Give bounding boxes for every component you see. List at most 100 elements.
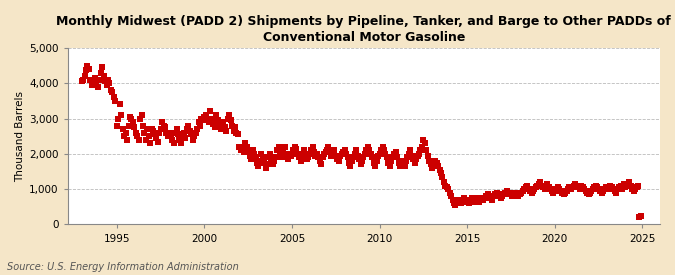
Point	[595, 189, 605, 193]
Point	[393, 161, 404, 165]
Point	[524, 189, 535, 193]
Point	[123, 123, 134, 128]
Point	[183, 123, 194, 128]
Point	[271, 155, 281, 160]
Point	[443, 187, 454, 191]
Point	[409, 161, 420, 165]
Point	[336, 152, 347, 156]
Point	[356, 159, 367, 163]
Point	[330, 153, 341, 158]
Point	[435, 171, 446, 175]
Point	[130, 130, 141, 135]
Point	[320, 150, 331, 154]
Point	[560, 191, 570, 195]
Point	[519, 187, 530, 191]
Point	[503, 192, 514, 197]
Point	[548, 191, 559, 195]
Point	[82, 64, 93, 68]
Point	[84, 67, 95, 71]
Point	[246, 157, 256, 161]
Point	[173, 132, 184, 137]
Point	[187, 138, 198, 142]
Point	[453, 197, 464, 202]
Title: Monthly Midwest (PADD 2) Shipments by Pipeline, Tanker, and Barge to Other PADDs: Monthly Midwest (PADD 2) Shipments by Pi…	[57, 15, 671, 44]
Point	[109, 95, 119, 100]
Point	[354, 157, 364, 161]
Point	[491, 191, 502, 195]
Point	[311, 152, 322, 156]
Point	[335, 153, 346, 158]
Point	[597, 189, 608, 193]
Point	[158, 123, 169, 128]
Point	[444, 191, 455, 195]
Point	[522, 183, 533, 188]
Point	[132, 134, 142, 138]
Point	[218, 120, 229, 124]
Point	[539, 187, 550, 191]
Point	[523, 187, 534, 191]
Point	[500, 191, 511, 195]
Point	[290, 145, 300, 149]
Point	[350, 152, 360, 156]
Point	[605, 183, 616, 188]
Point	[364, 148, 375, 153]
Point	[625, 183, 636, 188]
Point	[603, 185, 614, 189]
Point	[151, 136, 161, 140]
Point	[79, 74, 90, 78]
Point	[76, 79, 87, 84]
Point	[552, 185, 563, 189]
Point	[506, 192, 516, 197]
Point	[155, 127, 166, 131]
Point	[91, 81, 102, 86]
Point	[136, 113, 147, 117]
Point	[570, 182, 580, 186]
Point	[472, 197, 483, 202]
Point	[189, 134, 200, 138]
Point	[592, 185, 603, 189]
Point	[86, 83, 97, 87]
Point	[247, 148, 258, 153]
Point	[554, 187, 565, 191]
Point	[433, 164, 443, 168]
Point	[371, 159, 382, 163]
Point	[145, 141, 156, 145]
Point	[327, 152, 338, 156]
Point	[412, 153, 423, 158]
Point	[85, 78, 96, 82]
Point	[528, 189, 539, 193]
Point	[562, 187, 573, 191]
Point	[319, 152, 329, 156]
Point	[577, 185, 588, 189]
Point	[606, 185, 617, 189]
Point	[259, 161, 270, 165]
Point	[369, 161, 379, 165]
Point	[196, 116, 207, 121]
Point	[440, 183, 451, 188]
Point	[383, 161, 394, 165]
Point	[468, 199, 479, 204]
Point	[462, 199, 472, 204]
Point	[282, 157, 293, 161]
Point	[531, 185, 541, 189]
Point	[333, 159, 344, 163]
Point	[294, 155, 304, 160]
Point	[256, 152, 267, 156]
Point	[281, 152, 292, 156]
Point	[154, 130, 165, 135]
Y-axis label: Thousand Barrels: Thousand Barrels	[15, 91, 25, 182]
Point	[561, 189, 572, 193]
Point	[591, 183, 601, 188]
Point	[396, 159, 407, 163]
Point	[583, 192, 594, 197]
Text: Source: U.S. Energy Information Administration: Source: U.S. Energy Information Administ…	[7, 262, 238, 272]
Point	[632, 183, 643, 188]
Point	[103, 78, 113, 82]
Point	[374, 152, 385, 156]
Point	[219, 125, 230, 130]
Point	[549, 189, 560, 193]
Point	[516, 191, 526, 195]
Point	[602, 187, 613, 191]
Point	[373, 153, 383, 158]
Point	[157, 120, 167, 124]
